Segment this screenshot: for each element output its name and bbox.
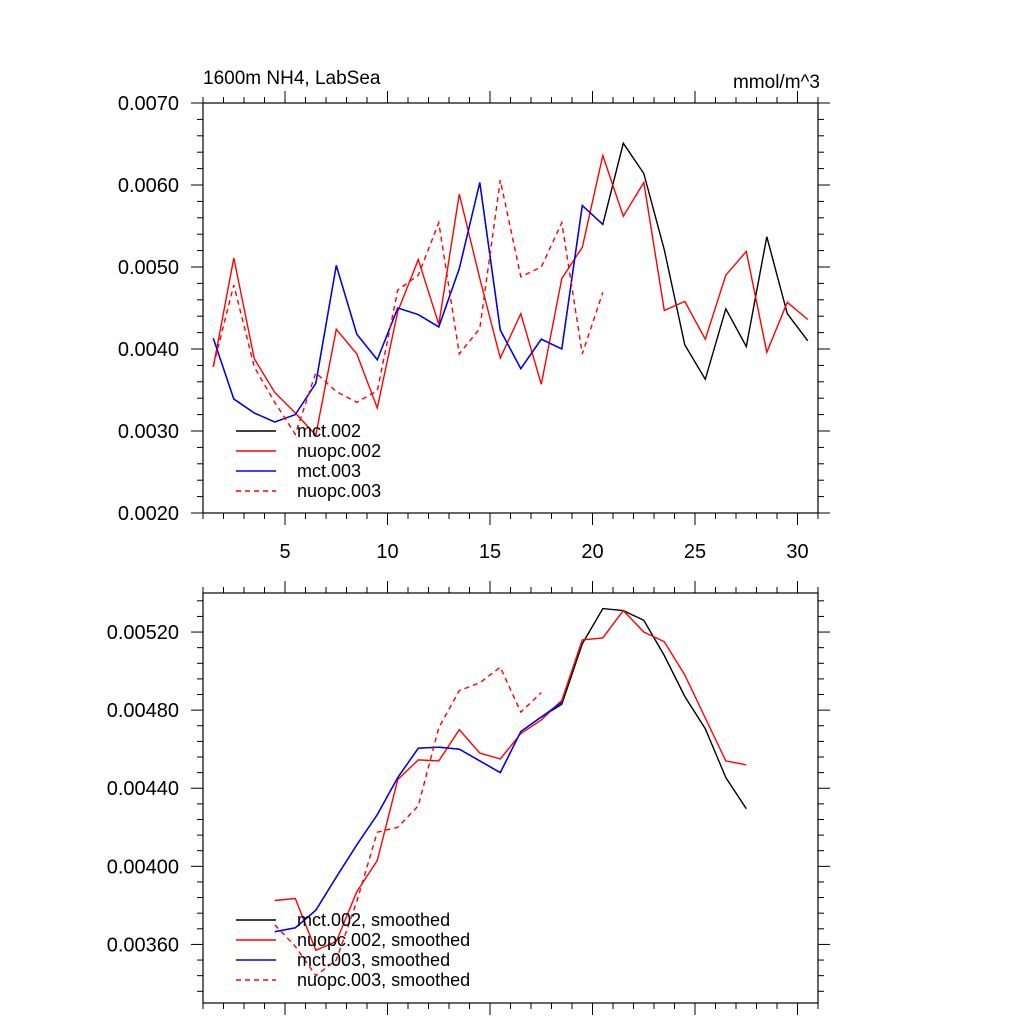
y-tick-label: 0.0070 (118, 93, 179, 115)
chart-title-left: 1600m NH4, LabSea (203, 68, 381, 89)
series-line-nuopc-003-smoothed (274, 666, 542, 977)
y-tick-label: 0.0040 (118, 339, 179, 361)
chart-units-label: mmol/m^3 (733, 72, 820, 93)
legend-label: nuopc.003 (297, 481, 381, 501)
bottom-series-lines (274, 607, 747, 977)
legend-label: nuopc.002 (297, 441, 381, 461)
y-tick-label: 0.00400 (107, 856, 179, 878)
top-y-tick-labels: 0.0020 0.0030 0.0040 0.0050 0.0060 0.0070 (118, 93, 179, 525)
legend-label: mct.003, smoothed (297, 950, 450, 970)
y-tick-label: 0.0050 (118, 257, 179, 279)
y-tick-label: 0.0020 (118, 503, 179, 525)
y-tick-label: 0.0030 (118, 421, 179, 443)
x-tick-label: 25 (684, 541, 706, 563)
bottom-chart: 0.00360 0.00400 0.00440 0.00480 0.00520 mct.… (107, 581, 830, 1015)
bottom-axis-ticks (191, 581, 830, 1015)
top-axis-ticks (191, 91, 830, 525)
top-series-lines (212, 141, 809, 437)
series-line-mct-002-smoothed (274, 607, 747, 933)
legend-label: nuopc.002, smoothed (297, 930, 470, 950)
series-line-mct-003 (212, 182, 604, 423)
top-chart: 1600m NH4, LabSea mmol/m^3 0.00200.00300… (118, 68, 830, 563)
y-tick-label: 0.00440 (107, 778, 179, 800)
x-tick-label: 5 (279, 541, 290, 563)
x-tick-label: 30 (786, 541, 808, 563)
x-tick-label: 15 (479, 541, 501, 563)
legend-label: mct.002, smoothed (297, 910, 450, 930)
x-tick-label: 10 (376, 541, 398, 563)
x-tick-label: 20 (581, 541, 603, 563)
bottom-y-tick-labels: 0.00360 0.00400 0.00440 0.00480 0.00520 (107, 622, 179, 956)
legend-label: nuopc.003, smoothed (297, 970, 470, 990)
legend-label: mct.002 (297, 421, 361, 441)
y-tick-label: 0.00480 (107, 700, 179, 722)
series-line-nuopc-002-smoothed (274, 609, 747, 952)
top-plot-frame (202, 102, 819, 514)
y-tick-label: 0.00360 (107, 934, 179, 956)
series-line-nuopc-003 (212, 179, 604, 436)
top-x-tick-labels: 5 10 15 20 25 30 (279, 541, 808, 563)
y-tick-label: 0.0060 (118, 175, 179, 197)
series-line-nuopc-002 (212, 152, 809, 437)
bottom-plot-frame (202, 592, 819, 1004)
y-tick-label: 0.00520 (107, 622, 179, 644)
legend-label: mct.003 (297, 461, 361, 481)
series-line-mct-003-smoothed (274, 701, 563, 933)
series-line-mct-002 (212, 141, 809, 423)
